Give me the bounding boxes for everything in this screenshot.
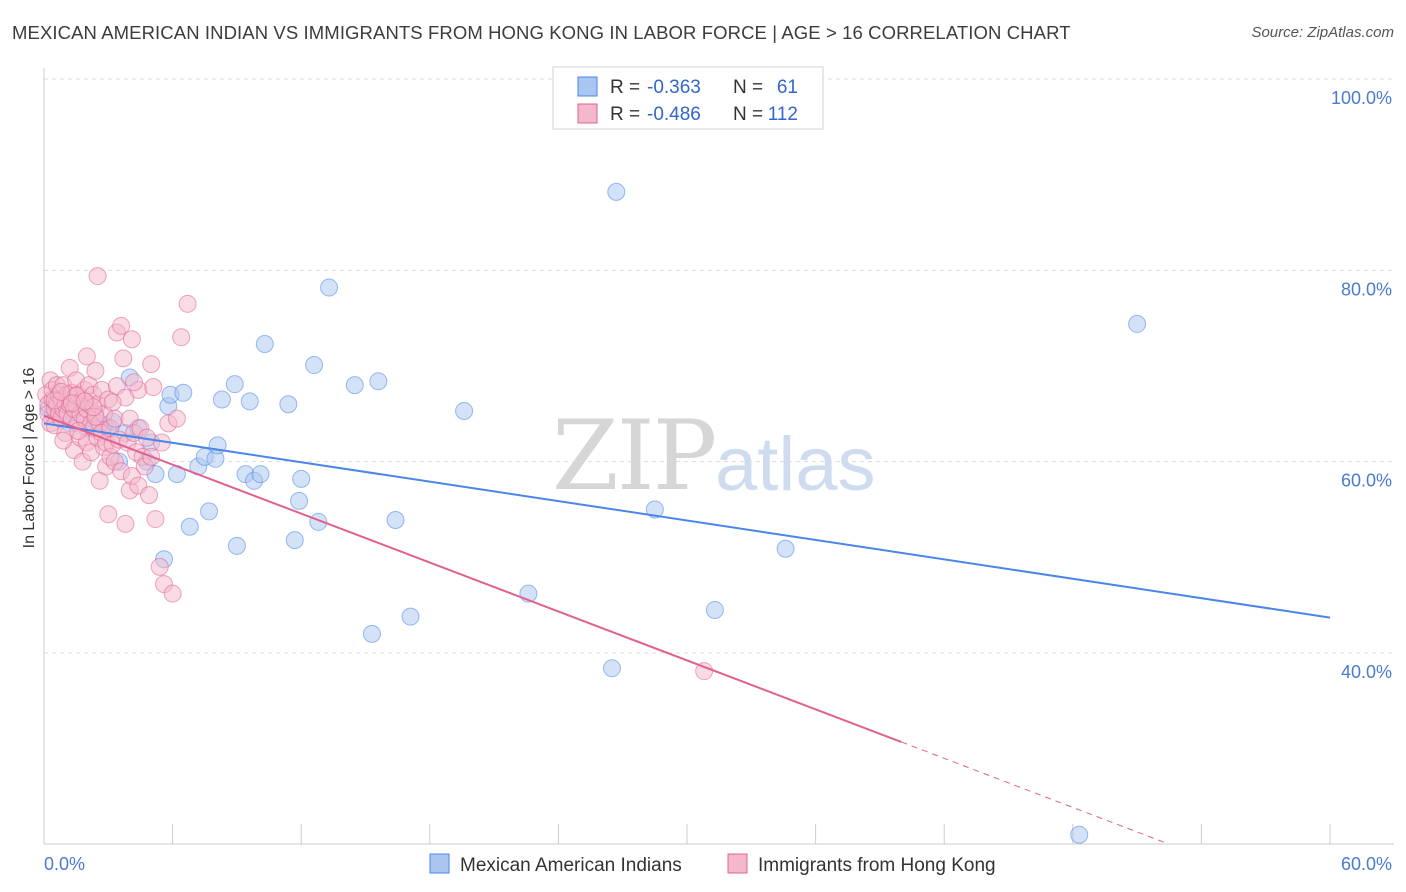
- data-point: [150, 557, 169, 576]
- data-point: [279, 395, 298, 414]
- legend-swatch-pink: [577, 103, 598, 124]
- legend-r-label-1: R =: [610, 77, 640, 98]
- data-point: [255, 334, 274, 353]
- data-point: [225, 375, 244, 394]
- data-point: [146, 510, 165, 529]
- data-point: [86, 361, 105, 380]
- top-legend-box: [552, 66, 824, 130]
- y-tick-label: 60.0%: [1341, 471, 1392, 491]
- bottom-legend-swatch-blue: [429, 853, 450, 874]
- bottom-legend-label-pink: Immigrants from Hong Kong: [758, 855, 996, 876]
- watermark-zip: ZIP: [552, 400, 715, 512]
- trend-line-pink: [43, 414, 902, 743]
- y-tick-label: 40.0%: [1341, 662, 1392, 682]
- data-point: [362, 624, 381, 643]
- axes: [43, 68, 1394, 845]
- data-point: [77, 347, 96, 366]
- trend-lines: [43, 414, 1331, 845]
- data-point: [369, 372, 388, 391]
- bottom-legend-label-blue: Mexican American Indians: [460, 855, 682, 876]
- data-point: [172, 328, 191, 347]
- bottom-legend: Mexican American Indians Immigrants from…: [429, 853, 996, 876]
- data-point: [227, 536, 246, 555]
- data-point: [99, 505, 118, 524]
- data-point: [401, 607, 420, 626]
- legend-n-value-2: 112: [768, 104, 798, 125]
- data-point: [105, 409, 124, 428]
- data-point: [178, 294, 197, 313]
- source-label: Source: ZipAtlas.com: [1251, 24, 1394, 41]
- data-point: [174, 383, 193, 402]
- legend-r-value-2: -0.486: [647, 104, 701, 125]
- y-axis-title: In Labor Force | Age > 16: [21, 368, 38, 549]
- data-point: [705, 600, 724, 619]
- data-point: [776, 539, 795, 558]
- data-point: [240, 392, 259, 411]
- data-point: [645, 500, 664, 519]
- legend-r-label-2: R =: [610, 104, 640, 125]
- data-point: [75, 392, 94, 411]
- legend-swatch-blue: [577, 76, 598, 97]
- data-point: [1070, 825, 1089, 844]
- data-point: [88, 267, 107, 286]
- top-legend: R = -0.363 N = 61 R = -0.486 N = 112: [552, 66, 824, 130]
- grid: [44, 78, 1394, 654]
- y-tick-label: 80.0%: [1341, 279, 1392, 299]
- data-point: [112, 316, 131, 335]
- data-point: [212, 390, 231, 409]
- data-point: [200, 502, 219, 521]
- data-point: [125, 373, 144, 392]
- data-point: [54, 431, 73, 450]
- data-point: [251, 465, 270, 484]
- watermark-atlas: atlas: [715, 422, 876, 507]
- data-point: [116, 514, 135, 533]
- data-point: [142, 355, 161, 374]
- data-point: [122, 330, 141, 349]
- data-point: [163, 584, 182, 603]
- data-point: [1128, 314, 1147, 333]
- data-point: [455, 401, 474, 420]
- data-point: [386, 511, 405, 530]
- legend-n-label-2: N =: [733, 104, 763, 125]
- data-point: [292, 469, 311, 488]
- y-tick-labels: 40.0% 60.0% 80.0% 100.0%: [1331, 88, 1392, 682]
- trend-line-pink-dashed: [901, 741, 1169, 845]
- trend-line-blue: [43, 422, 1331, 619]
- legend-n-value-1: 61: [777, 77, 798, 98]
- x-tick-label-max: 60.0%: [1341, 854, 1392, 874]
- data-point: [140, 486, 159, 505]
- x-tick-label-min: 0.0%: [44, 854, 85, 874]
- data-point: [103, 393, 122, 412]
- legend-r-value-1: -0.363: [647, 77, 701, 98]
- data-point: [345, 376, 364, 395]
- chart-title: MEXICAN AMERICAN INDIAN VS IMMIGRANTS FR…: [12, 22, 1071, 43]
- data-point: [320, 278, 339, 297]
- y-tick-label: 100.0%: [1331, 88, 1392, 108]
- data-point: [602, 659, 621, 678]
- data-point: [167, 409, 186, 428]
- series-mexican-american-indians: [39, 182, 1147, 844]
- data-point: [285, 531, 304, 550]
- data-point: [305, 356, 324, 375]
- data-point: [114, 349, 133, 368]
- data-point: [290, 491, 309, 510]
- data-point: [144, 378, 163, 397]
- data-point: [180, 517, 199, 536]
- legend-n-label-1: N =: [733, 77, 763, 98]
- data-point: [52, 382, 71, 401]
- bottom-legend-swatch-pink: [727, 853, 748, 874]
- data-point: [607, 182, 626, 201]
